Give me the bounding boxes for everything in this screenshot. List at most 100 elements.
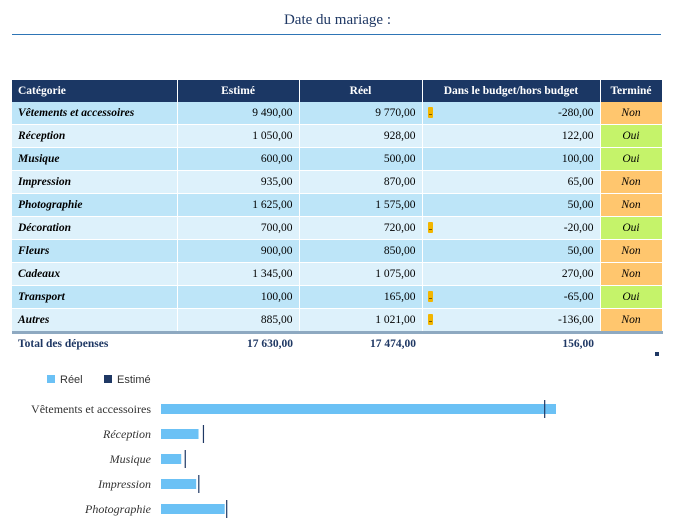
cell-estimated[interactable]: 700,00 (177, 216, 300, 240)
chart-bar-actual[interactable] (161, 454, 182, 464)
cell-category[interactable]: Musique (12, 147, 178, 171)
header-estimated[interactable]: Estimé (177, 80, 300, 102)
chart-category-label: Vêtements et accessoires (31, 402, 151, 416)
cell-category[interactable]: Autres (12, 308, 178, 333)
cell-estimated[interactable]: 600,00 (177, 147, 300, 171)
cell-difference-value: -280,00 (558, 107, 594, 119)
cell-difference[interactable]: -20,00 (422, 216, 601, 240)
cell-difference-value: -136,00 (558, 314, 594, 326)
table-resize-handle[interactable] (655, 352, 659, 356)
cell-category[interactable]: Cadeaux (12, 262, 178, 286)
cell-actual[interactable]: 870,00 (299, 170, 423, 194)
cell-difference[interactable]: 122,00 (422, 124, 601, 148)
cell-difference[interactable]: 50,00 (422, 193, 601, 217)
cell-actual[interactable]: 1 021,00 (299, 308, 423, 333)
cell-difference-value: -65,00 (563, 291, 594, 303)
budget-table: Catégorie Estimé Réel Dans le budget/hor… (12, 80, 663, 355)
legend-swatch-estimated (104, 375, 112, 383)
cell-done[interactable]: Non (600, 308, 663, 333)
total-actual: 17 474,00 (299, 331, 422, 355)
cell-difference[interactable]: -136,00 (422, 308, 601, 333)
cell-done[interactable]: Oui (600, 147, 663, 171)
chart-category-label: Réception (102, 427, 151, 441)
cell-estimated[interactable]: 900,00 (177, 239, 300, 263)
cell-category[interactable]: Impression (12, 170, 178, 194)
cell-actual[interactable]: 1 075,00 (299, 262, 423, 286)
cell-category[interactable]: Photographie (12, 193, 178, 217)
cell-difference-value: 122,00 (561, 130, 594, 142)
header-actual[interactable]: Réel (299, 80, 423, 102)
cell-category[interactable]: Décoration (12, 216, 178, 240)
chart-bar-actual[interactable] (161, 504, 225, 514)
cell-actual[interactable]: 9 770,00 (299, 102, 423, 125)
cell-category[interactable]: Fleurs (12, 239, 178, 263)
cell-done[interactable]: Non (600, 193, 663, 217)
cell-actual[interactable]: 928,00 (299, 124, 423, 148)
cell-estimated[interactable]: 935,00 (177, 170, 300, 194)
cell-done[interactable]: Non (600, 239, 663, 263)
header-category[interactable]: Catégorie (12, 80, 178, 102)
cell-category[interactable]: Vêtements et accessoires (12, 102, 178, 125)
cell-actual[interactable]: 850,00 (299, 239, 423, 263)
table-row: Fleurs 900,00 850,00 50,00 Non (12, 239, 663, 263)
table-header-row: Catégorie Estimé Réel Dans le budget/hor… (12, 80, 663, 102)
cell-estimated[interactable]: 9 490,00 (177, 102, 300, 125)
cell-estimated[interactable]: 1 625,00 (177, 193, 300, 217)
cell-done[interactable]: Oui (600, 285, 663, 309)
cell-estimated[interactable]: 885,00 (177, 308, 300, 333)
cell-difference[interactable]: 270,00 (422, 262, 601, 286)
cell-actual[interactable]: 165,00 (299, 285, 423, 309)
cell-difference[interactable]: 65,00 (422, 170, 601, 194)
title-underline (12, 34, 661, 35)
cell-difference[interactable]: 50,00 (422, 239, 601, 263)
cell-estimated[interactable]: 1 345,00 (177, 262, 300, 286)
cell-done[interactable]: Non (600, 262, 663, 286)
legend-label-estimated: Estimé (117, 374, 151, 386)
table-row: Vêtements et accessoires 9 490,00 9 770,00… (12, 102, 663, 125)
warning-icon (427, 314, 433, 325)
chart-category-label: Photographie (84, 502, 152, 516)
cell-actual[interactable]: 720,00 (299, 216, 423, 240)
cell-difference[interactable]: -280,00 (422, 102, 601, 125)
cell-difference[interactable]: -65,00 (422, 285, 601, 309)
legend-swatch-actual (47, 375, 55, 383)
legend-item-estimated: Estimé (104, 374, 151, 386)
chart-bar-actual[interactable] (161, 429, 199, 439)
cell-estimated[interactable]: 1 050,00 (177, 124, 300, 148)
chart-bar-actual[interactable] (161, 479, 197, 489)
cell-actual[interactable]: 1 575,00 (299, 193, 423, 217)
cell-difference-value: 65,00 (567, 176, 594, 188)
table-row: Photographie 1 625,00 1 575,00 50,00 Non (12, 193, 663, 217)
table-row: Autres 885,00 1 021,00 -136,00 Non (12, 308, 663, 333)
warning-icon (427, 107, 433, 118)
cell-actual[interactable]: 500,00 (299, 147, 423, 171)
table-row: Transport 100,00 165,00 -65,00 Oui (12, 285, 663, 309)
cell-done[interactable]: Oui (600, 124, 663, 148)
cell-done[interactable]: Oui (600, 216, 663, 240)
cell-difference[interactable]: 100,00 (422, 147, 601, 171)
cell-difference-value: 50,00 (567, 245, 594, 257)
chart-bar-actual[interactable] (161, 404, 556, 414)
header-done[interactable]: Terminé (600, 80, 663, 102)
table-row: Réception 1 050,00 928,00 122,00 Oui (12, 124, 663, 148)
table-body: Vêtements et accessoires 9 490,00 9 770,00… (12, 102, 663, 355)
cell-done[interactable]: Non (600, 102, 663, 125)
budget-bar-chart: Vêtements et accessoires Réception Musique… (31, 400, 556, 518)
table-row: Impression 935,00 870,00 65,00 Non (12, 170, 663, 194)
total-empty (600, 331, 662, 355)
cell-difference-value: 270,00 (561, 268, 594, 280)
table-row: Musique 600,00 500,00 100,00 Oui (12, 147, 663, 171)
cell-estimated[interactable]: 100,00 (177, 285, 300, 309)
header-difference[interactable]: Dans le budget/hors budget (422, 80, 601, 102)
total-row: Total des dépenses 17 630,00 17 474,00 156,… (12, 331, 662, 355)
total-estimated: 17 630,00 (177, 331, 299, 355)
total-difference: 156,00 (422, 331, 600, 355)
table-row: Décoration 700,00 720,00 -20,00 Oui (12, 216, 663, 240)
total-label: Total des dépenses (12, 331, 177, 355)
cell-difference-value: 50,00 (567, 199, 594, 211)
cell-difference-value: 100,00 (561, 153, 594, 165)
cell-category[interactable]: Réception (12, 124, 178, 148)
cell-category[interactable]: Transport (12, 285, 178, 309)
legend-label-actual: Réel (60, 374, 83, 386)
cell-done[interactable]: Non (600, 170, 663, 194)
